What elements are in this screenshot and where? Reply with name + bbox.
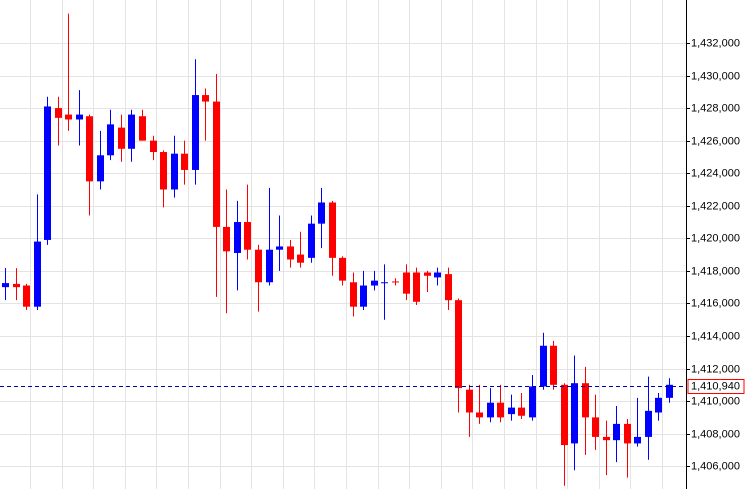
candle-body <box>360 285 367 307</box>
candle-body <box>23 285 30 307</box>
candle-body <box>329 202 336 258</box>
candle-body <box>128 114 135 149</box>
candle-body <box>392 281 399 283</box>
candle-body <box>297 254 304 263</box>
candle-body <box>487 402 494 418</box>
candle-body <box>65 114 72 120</box>
y-tick-label: 1,428,000 <box>691 102 740 114</box>
candle-body <box>571 383 578 444</box>
candle-body <box>403 272 410 294</box>
y-tick-label: 1,414,000 <box>691 330 740 342</box>
candle-body <box>466 389 473 413</box>
candle-body <box>34 241 41 307</box>
candle-body <box>582 383 589 418</box>
last-price-box <box>687 379 745 394</box>
candle-body <box>2 283 9 288</box>
candle-body <box>434 272 441 278</box>
candle-body <box>86 116 93 182</box>
candle-body <box>624 423 631 444</box>
candle-body <box>371 280 378 286</box>
candle-body <box>476 412 483 418</box>
candle-body <box>455 300 462 389</box>
candle-body <box>424 272 431 276</box>
y-tick-label: 1,412,000 <box>691 363 740 375</box>
last-price-label: 1,410,940 <box>691 380 740 392</box>
y-tick-label: 1,410,000 <box>691 395 740 407</box>
candle-body <box>550 345 557 385</box>
candle-body <box>76 114 83 120</box>
candle-body <box>413 272 420 302</box>
candle-body <box>213 101 220 227</box>
candle-body <box>308 223 315 258</box>
y-axis: 1,406,000 1,408,000 1,410,000 1,412,000 1,41… <box>686 37 745 472</box>
candle-body <box>181 153 188 170</box>
candle-body <box>150 140 157 153</box>
candle-body <box>350 282 357 307</box>
candle-body <box>244 222 251 250</box>
candle-body <box>255 249 262 283</box>
y-tick-label: 1,420,000 <box>691 232 740 244</box>
candle-body <box>55 108 62 118</box>
candle-body <box>223 226 230 252</box>
candle-body <box>234 222 241 253</box>
candle-body <box>276 246 283 250</box>
candle-body <box>287 246 294 260</box>
candle-body <box>445 274 452 301</box>
candle-body <box>592 417 599 437</box>
y-tick-label: 1,424,000 <box>691 167 740 179</box>
candle-body <box>666 384 673 398</box>
candle-body <box>497 402 504 418</box>
y-tick-label: 1,430,000 <box>691 70 740 82</box>
y-tick-label: 1,408,000 <box>691 428 740 440</box>
y-tick-label: 1,406,000 <box>691 460 740 472</box>
candle-body <box>561 384 568 446</box>
candle-body <box>655 397 662 413</box>
candles <box>0 13 686 486</box>
y-tick-label: 1,426,000 <box>691 135 740 147</box>
candle-body <box>634 436 641 444</box>
y-tick-label: 1,432,000 <box>691 37 740 49</box>
candle-body <box>202 95 209 102</box>
candle-body <box>613 423 620 441</box>
y-tick-label: 1,422,000 <box>691 200 740 212</box>
candle-body <box>107 124 114 156</box>
candle-body <box>318 202 325 224</box>
candle-body <box>540 345 547 387</box>
candle-body <box>381 282 388 284</box>
candle-body <box>192 95 199 170</box>
candle-body <box>44 106 51 240</box>
y-tick-label: 1,416,000 <box>691 297 740 309</box>
candle-body <box>603 436 610 441</box>
candle-body <box>529 386 536 418</box>
candle-body <box>645 410 652 437</box>
candle-body <box>518 407 525 416</box>
candle-body <box>160 152 167 190</box>
candle-body <box>339 257 346 281</box>
candle-body <box>97 155 104 182</box>
candle-body <box>139 116 146 141</box>
candle-body <box>508 407 515 415</box>
candle-body <box>13 283 20 288</box>
candle-body <box>118 127 125 149</box>
candle-body <box>266 249 273 283</box>
y-tick-label: 1,418,000 <box>691 265 740 277</box>
candle-body <box>171 153 178 190</box>
